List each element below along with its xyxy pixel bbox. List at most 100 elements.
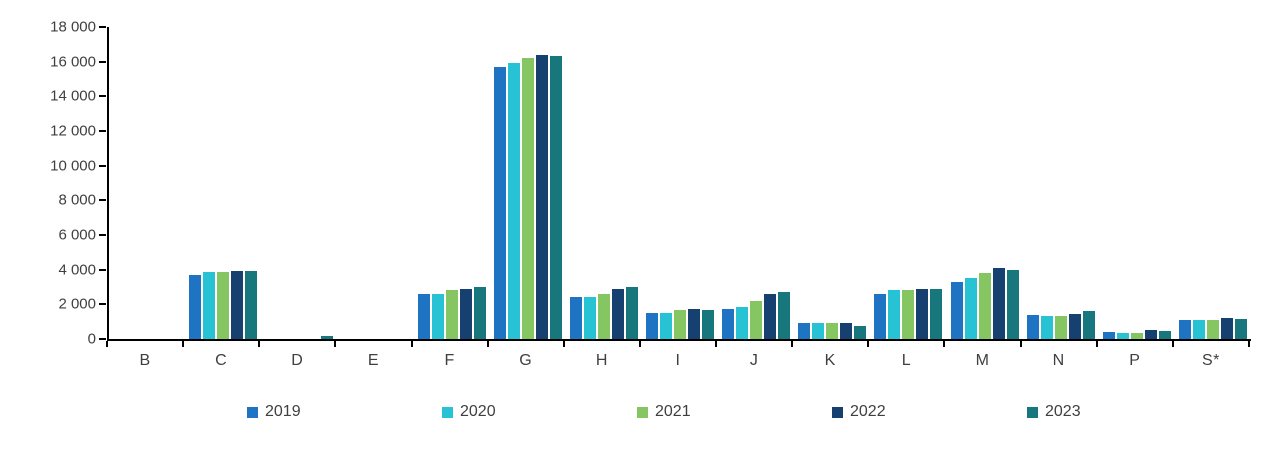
bar-2021 [217, 272, 230, 339]
bar-2019 [722, 308, 735, 339]
bar-group-m [946, 27, 1022, 339]
plot-area [107, 27, 1251, 341]
bar-2019 [1102, 332, 1115, 339]
x-tick-label-s: S* [1201, 352, 1220, 369]
bar-2020 [431, 293, 444, 339]
bar-group-b [109, 27, 185, 339]
bar-2023 [1158, 330, 1171, 339]
bar-2020 [812, 323, 825, 339]
bar-2022 [459, 288, 472, 339]
x-tick [715, 341, 718, 347]
legend-swatch-icon [637, 406, 648, 418]
bar-2020 [659, 313, 672, 339]
bar-2020 [736, 306, 749, 339]
bar-2022 [231, 270, 244, 339]
x-tick-label-j: J [749, 352, 759, 369]
bar-2019 [189, 274, 202, 339]
legend-label: 2022 [850, 403, 886, 420]
bar-2021 [902, 290, 915, 339]
bar-group-k [794, 27, 870, 339]
x-tick-label-n: N [1052, 352, 1065, 369]
bar-2020 [888, 290, 901, 339]
bar-2023 [549, 56, 562, 339]
bar-2022 [611, 288, 624, 339]
y-tick-label: 12 000 [50, 122, 96, 140]
bar-2023 [473, 287, 486, 339]
bar-2022 [687, 308, 700, 339]
x-tick-label-d: D [291, 352, 304, 369]
x-tick [486, 341, 489, 347]
y-tick-label: 16 000 [50, 53, 96, 71]
bar-2021 [1130, 332, 1143, 339]
bar-2023 [778, 292, 791, 339]
bar-2021 [978, 273, 991, 339]
bar-2021 [1206, 319, 1219, 339]
bar-2019 [569, 297, 582, 339]
bar-2022 [535, 54, 548, 339]
x-tick [1248, 341, 1250, 347]
x-tick-label-c: C [215, 352, 228, 369]
legend-label: 2023 [1045, 403, 1081, 420]
legend-label: 2020 [460, 403, 496, 420]
bar-2020 [1192, 319, 1205, 339]
bar-2019 [493, 66, 506, 339]
x-tick-label-i: I [675, 352, 681, 369]
y-tick-label: 4 000 [58, 261, 96, 279]
bar-2023 [1234, 319, 1247, 339]
x-tick [791, 341, 794, 347]
x-tick-label-f: F [444, 352, 455, 369]
bar-2020 [583, 296, 596, 339]
legend-item-2022: 2022 [832, 403, 1027, 421]
x-tick [638, 341, 641, 347]
x-tick [562, 341, 565, 347]
y-tick [99, 303, 106, 306]
x-tick [867, 341, 870, 347]
bar-2022 [916, 288, 929, 339]
bar-2019 [798, 323, 811, 339]
x-axis-labels: B C D E F G H I J K L M N P S* [107, 352, 1249, 376]
bar-2021 [1054, 316, 1067, 339]
bar-2021 [597, 293, 610, 339]
y-tick-label: 18 000 [50, 18, 96, 36]
legend-item-2020: 2020 [442, 403, 637, 421]
x-tick-label-k: K [824, 352, 836, 369]
bar-group-i [642, 27, 718, 339]
bar-2022 [1068, 313, 1081, 339]
bar-2022 [764, 293, 777, 339]
bar-group-d [261, 27, 337, 339]
legend-swatch-icon [1027, 406, 1038, 418]
bar-2023 [321, 336, 334, 339]
y-tick-label: 8 000 [58, 191, 96, 209]
bar-group-e [337, 27, 413, 339]
legend-swatch-icon [442, 406, 453, 418]
bar-2020 [1040, 315, 1053, 339]
bar-2021 [826, 322, 839, 339]
bar-group-j [718, 27, 794, 339]
y-tick [99, 234, 106, 236]
bar-group-c [185, 27, 261, 339]
bar-2023 [854, 326, 867, 339]
x-tick-label-h: H [595, 352, 608, 369]
y-tick [99, 130, 106, 132]
x-tick [182, 341, 185, 347]
x-tick [334, 341, 337, 347]
x-tick [258, 341, 261, 347]
x-tick-label-e: E [367, 352, 380, 369]
bar-2023 [245, 271, 258, 339]
x-tick-label-l: L [901, 352, 912, 369]
legend-item-2021: 2021 [637, 403, 832, 421]
legend-swatch-icon [832, 406, 843, 418]
bar-group-f [414, 27, 490, 339]
y-tick [99, 268, 106, 271]
y-tick [99, 26, 106, 28]
x-tick-label-g: G [519, 352, 533, 369]
bar-2019 [874, 293, 887, 339]
legend-label: 2019 [265, 403, 301, 420]
legend-item-2023: 2023 [1027, 403, 1222, 421]
y-tick-label: 14 000 [50, 87, 96, 105]
bar-2023 [1006, 269, 1019, 339]
y-tick-label: 0 [87, 330, 96, 348]
bar-2021 [521, 58, 534, 339]
y-tick [99, 199, 106, 202]
